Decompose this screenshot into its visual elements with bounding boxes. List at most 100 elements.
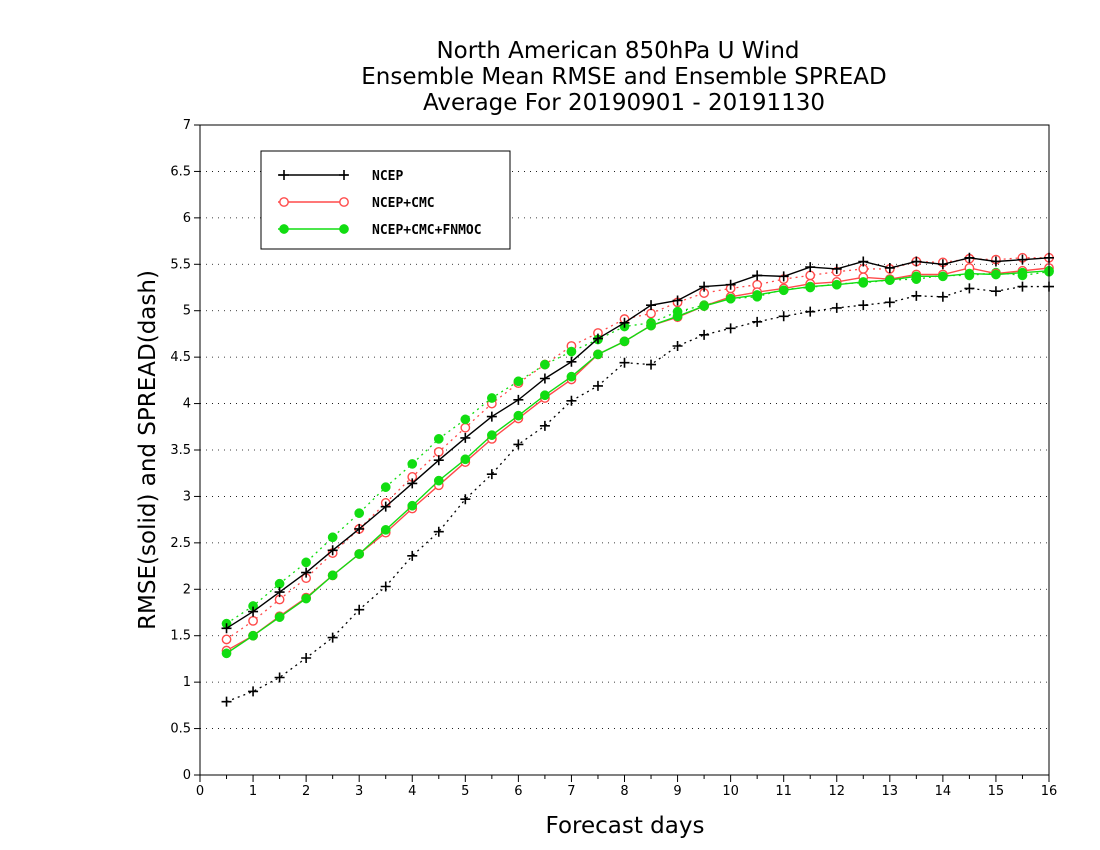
series-ncep-spread: [221, 281, 1054, 707]
legend-label: NCEP: [372, 169, 403, 184]
legend-marker-start: [279, 197, 289, 207]
y-tick-label: 1.5: [170, 629, 191, 644]
x-tick-label: 3: [355, 784, 363, 799]
spread-point: [433, 434, 444, 444]
spread-point: [486, 469, 497, 480]
y-tick-label: 2.5: [170, 536, 191, 551]
rmse-point: [938, 271, 948, 282]
chart-title-line-3: Average For 20190901 - 20191130: [423, 90, 825, 116]
legend-marker-end: [339, 197, 349, 207]
spread-point: [964, 283, 975, 294]
rmse-point: [911, 271, 922, 282]
rmse-point: [380, 501, 391, 512]
spread-point: [619, 357, 630, 368]
rmse-point: [884, 275, 895, 285]
spread-point: [884, 297, 895, 308]
rmse-line: [226, 257, 1050, 629]
rmse-point: [884, 263, 895, 273]
rmse-point: [274, 587, 285, 598]
spread-point: [513, 439, 524, 450]
y-tick-label: 0.5: [170, 722, 191, 737]
x-tick-label: 15: [988, 784, 1005, 799]
spread-point: [540, 359, 550, 370]
spread-point: [248, 686, 259, 697]
spread-point: [672, 341, 683, 351]
spread-point: [911, 290, 922, 301]
x-axis-label: Forecast days: [546, 813, 705, 839]
series-ncep-cmc-rmse: [221, 263, 1054, 656]
rmse-point: [964, 252, 975, 263]
spread-point: [937, 291, 948, 302]
spread-point: [646, 308, 656, 319]
spread-point: [380, 581, 391, 592]
y-tick-label: 5.5: [170, 257, 191, 272]
spread-point: [513, 376, 524, 387]
rmse-point: [672, 295, 683, 306]
rmse-point: [540, 390, 550, 401]
spread-point: [354, 508, 365, 518]
rmse-point: [858, 277, 869, 287]
spread-point: [433, 526, 444, 537]
spread-point: [433, 446, 444, 457]
spread-point: [778, 311, 789, 322]
rmse-point: [990, 256, 1001, 267]
rmse-point: [619, 317, 630, 328]
y-tick-label: 4: [183, 397, 191, 412]
spread-point: [592, 380, 603, 391]
rmse-point: [911, 256, 922, 267]
x-tick-label: 7: [567, 784, 575, 799]
x-tick-label: 4: [408, 784, 416, 799]
rmse-point: [327, 545, 338, 556]
rmse-point: [593, 349, 603, 360]
rmse-point: [752, 290, 763, 300]
rmse-point: [858, 256, 869, 267]
spread-point: [566, 395, 577, 406]
y-tick-label: 6: [183, 211, 191, 226]
x-tick-label: 6: [514, 784, 522, 799]
rmse-point: [274, 612, 285, 622]
rmse-point: [619, 336, 630, 347]
spread-point: [486, 393, 497, 403]
rmse-point: [831, 279, 842, 290]
y-axis-label: RMSE(solid) and SPREAD(dash): [135, 270, 161, 630]
series-layer: [221, 252, 1054, 707]
legend: NCEP NCEP+CMC NCEP+CMC+FNMOC: [260, 150, 511, 250]
spread-point: [858, 300, 869, 311]
rmse-point: [513, 410, 524, 421]
legend-label: NCEP+CMC+FNMOC: [372, 223, 482, 238]
x-tick-label: 12: [828, 784, 845, 799]
y-tick-label: 1: [183, 675, 191, 690]
spread-point: [221, 634, 232, 645]
rmse-point: [1017, 267, 1028, 278]
spread-point: [301, 557, 311, 568]
rmse-point: [486, 430, 497, 440]
rmse-point: [937, 259, 948, 270]
rmse-point: [433, 475, 444, 486]
spread-point: [566, 346, 577, 357]
y-tick-label: 0: [183, 768, 191, 783]
series-ncep-cmc-fnmoc-rmse: [221, 265, 1054, 659]
x-tick-label: 9: [673, 784, 681, 799]
rmse-point: [725, 279, 736, 290]
legend-marker-start: [279, 170, 289, 180]
series-ncep-rmse: [221, 252, 1054, 634]
x-tick-label: 11: [775, 784, 792, 799]
chart-title-line-2: Ensemble Mean RMSE and Ensemble SPREAD: [361, 64, 886, 90]
rmse-point: [407, 500, 418, 511]
rmse-point: [672, 311, 683, 322]
spread-point: [274, 578, 285, 589]
spread-point: [354, 604, 365, 615]
y-tick-label: 3.5: [170, 443, 191, 458]
legend-label: NCEP+CMC: [372, 196, 435, 211]
chart-title: North American 850hPa U Wind Ensemble Me…: [361, 38, 886, 116]
spread-point: [990, 286, 1001, 297]
spread-point: [407, 550, 418, 561]
rmse-point: [752, 270, 763, 281]
rmse-point: [991, 269, 1001, 280]
legend-item: NCEP+CMC+FNMOC: [278, 223, 482, 238]
rmse-point: [301, 567, 312, 578]
spread-line: [226, 285, 1049, 703]
rmse-point: [646, 300, 657, 311]
rmse-point: [248, 606, 259, 617]
